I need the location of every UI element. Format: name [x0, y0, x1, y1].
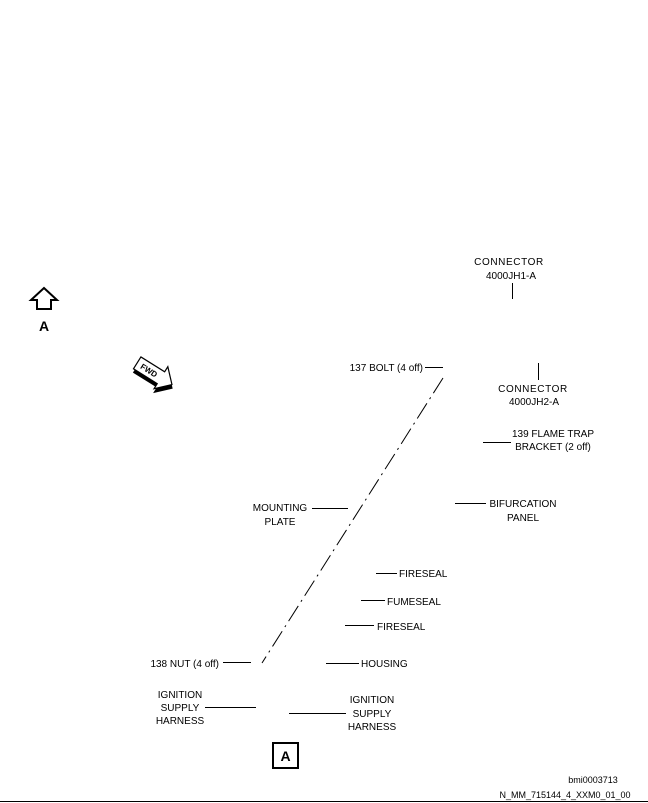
connector-jh1-label: CONNECTOR: [474, 257, 544, 268]
callout-fireseal-lower: FIRESEAL: [345, 622, 426, 633]
callout-flame-trap-bracket: 139 FLAME TRAP BRACKET (2 off): [483, 429, 594, 453]
view-arrow-label: A: [39, 318, 49, 334]
bifurcation-panel-line1: BIFURCATION: [489, 499, 556, 510]
fireseal-lower-label: FIRESEAL: [377, 622, 426, 633]
harness-right-line2: SUPPLY: [353, 709, 392, 720]
harness-left-line2: SUPPLY: [161, 703, 200, 714]
drawing-reference: N_MM_715144_4_XXM0_01_00: [499, 790, 630, 800]
connector-jh2-label: CONNECTOR: [498, 384, 568, 395]
view-arrow-up-icon: [28, 286, 60, 310]
callout-nut: 138 NUT (4 off): [150, 659, 251, 670]
mounting-plate-line2: PLATE: [265, 517, 296, 528]
flame-trap-label: 139 FLAME TRAP: [512, 429, 594, 440]
callout-fumeseal: FUMESEAL: [361, 597, 441, 608]
view-arrow: A: [28, 286, 60, 334]
connector-jh2-part-number: 4000JH2-A: [509, 397, 559, 408]
figure-id: bmi0003713: [568, 775, 618, 785]
fwd-arrow: FWD: [132, 356, 173, 394]
view-box-label: A: [280, 748, 290, 764]
callout-bolt: 137 BOLT (4 off): [350, 363, 443, 374]
fwd-arrow-icon: [132, 356, 173, 390]
mounting-centre-line: [261, 377, 444, 664]
callout-connector-jh1: CONNECTOR 4000JH1-A: [474, 257, 544, 299]
callout-fireseal-upper: FIRESEAL: [376, 569, 448, 580]
housing-label: HOUSING: [361, 659, 408, 670]
bifurcation-panel-line2: PANEL: [507, 513, 539, 524]
callout-mounting-plate: MOUNTING PLATE: [253, 503, 348, 528]
harness-left-line3: HARNESS: [156, 716, 205, 727]
view-box-frame: [272, 742, 299, 769]
view-box: A: [272, 742, 299, 769]
mounting-plate-line1: MOUNTING: [253, 503, 308, 514]
callout-harness-right: IGNITION SUPPLY HARNESS: [289, 695, 396, 733]
fumeseal-label: FUMESEAL: [387, 597, 441, 608]
callout-bifurcation-panel: BIFURCATION PANEL: [455, 499, 557, 524]
flame-trap-bracket-label: BRACKET (2 off): [515, 442, 591, 453]
harness-right-line3: HARNESS: [348, 722, 397, 733]
callout-harness-left: IGNITION SUPPLY HARNESS: [156, 690, 256, 727]
fireseal-upper-label: FIRESEAL: [399, 569, 448, 580]
connector-jh1-part-number: 4000JH1-A: [486, 271, 536, 282]
nut-label: 138 NUT (4 off): [150, 659, 219, 670]
harness-right-line1: IGNITION: [350, 695, 394, 706]
bolt-label: 137 BOLT (4 off): [350, 363, 423, 374]
callout-housing: HOUSING: [326, 659, 408, 670]
callout-connector-jh2: CONNECTOR 4000JH2-A: [498, 363, 568, 408]
footer: bmi0003713 N_MM_715144_4_XXM0_01_00: [0, 775, 648, 802]
harness-left-line1: IGNITION: [158, 690, 202, 701]
